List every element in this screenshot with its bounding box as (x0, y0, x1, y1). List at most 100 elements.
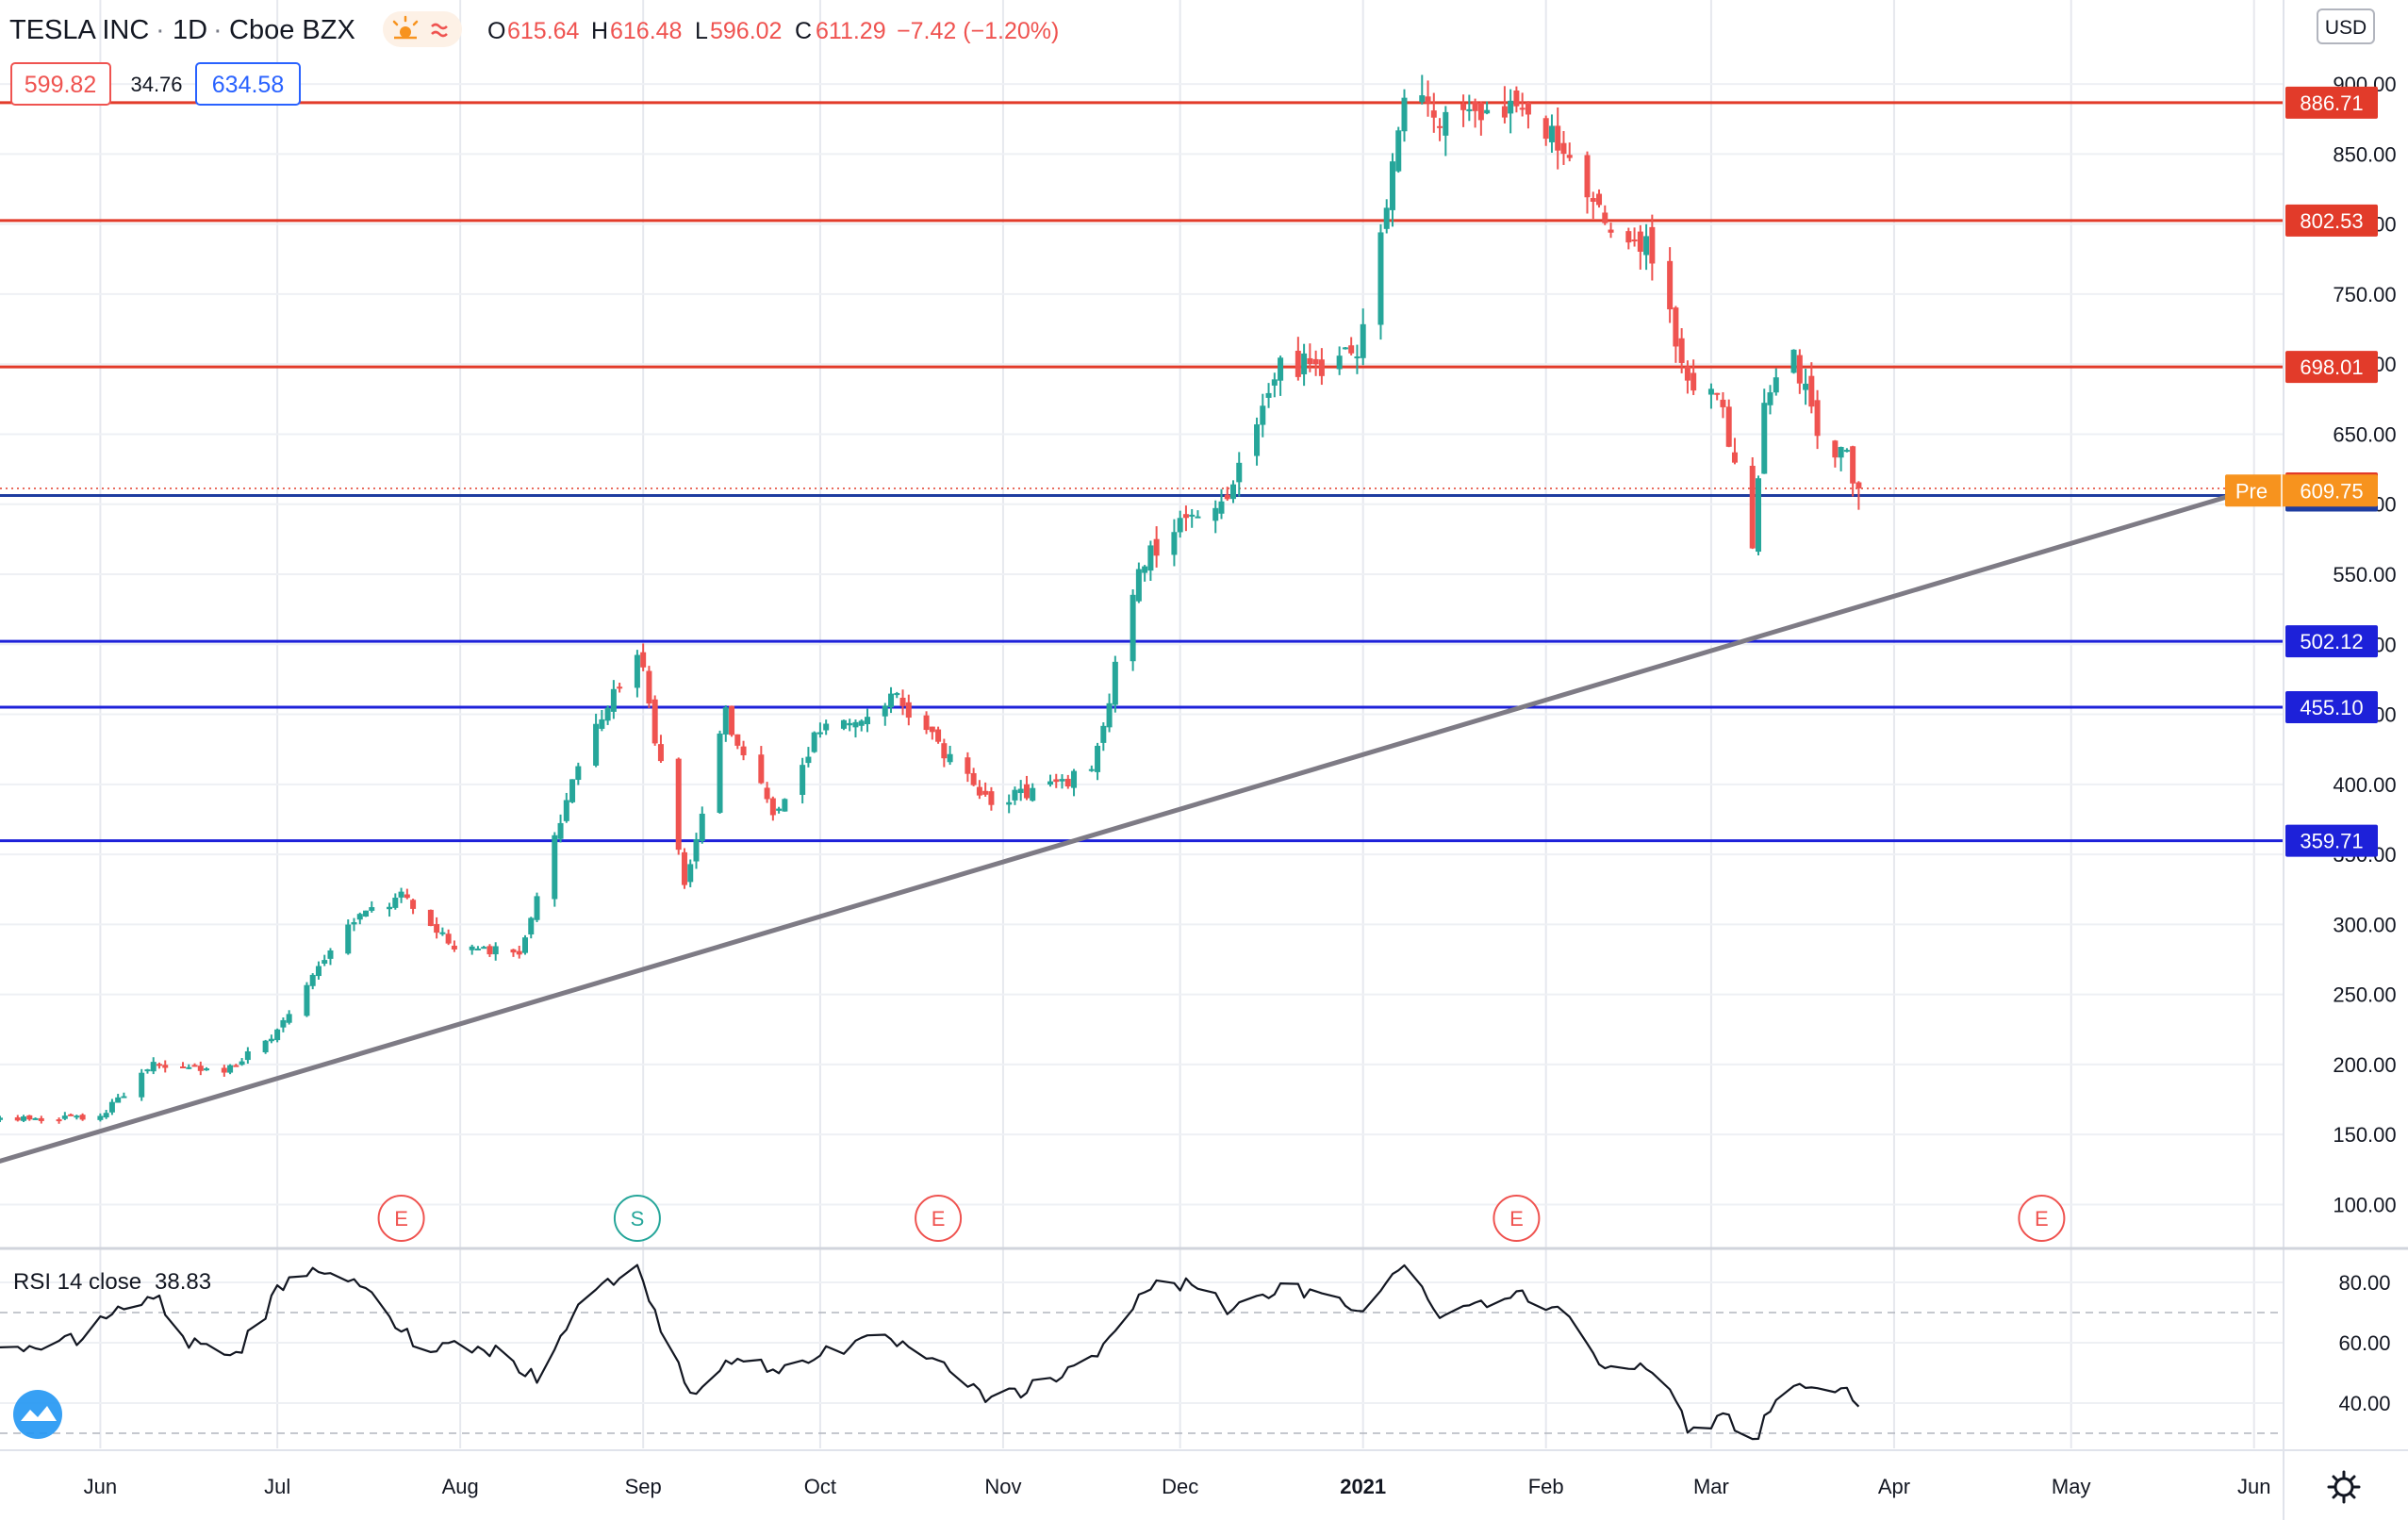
candle-body (108, 1101, 115, 1113)
candle (186, 1064, 192, 1069)
candle (487, 944, 493, 957)
candle-body (988, 791, 995, 805)
trendline-layer[interactable] (0, 487, 2251, 1164)
candle (864, 708, 870, 733)
candle (239, 1058, 245, 1066)
gear-icon[interactable] (2327, 1470, 2361, 1504)
trendline[interactable] (0, 487, 2251, 1164)
horizontal-levels[interactable] (0, 101, 2284, 843)
candle (651, 695, 658, 746)
candle-body (1301, 353, 1308, 374)
candle (1265, 383, 1272, 408)
candle-body (21, 1116, 27, 1121)
candle (1525, 101, 1531, 129)
candle (1602, 205, 1608, 225)
time-scale[interactable]: Jun Jul Aug Sep Oct Nov Dec 2021 Feb Mar Apr May Jun (84, 1475, 2271, 1498)
candle-body (1401, 97, 1408, 132)
session-icons[interactable] (383, 11, 462, 47)
candle-body (481, 947, 487, 950)
candle-body (864, 717, 870, 725)
candle (1377, 223, 1384, 340)
candle-body (1189, 514, 1196, 517)
time-tick-label: Jun (2237, 1475, 2270, 1498)
candle (782, 798, 788, 812)
time-tick-label: May (2052, 1475, 2091, 1498)
separator-dot: · (213, 15, 223, 45)
candle-body (1377, 232, 1384, 325)
price-tick-label: 750.00 (2333, 283, 2396, 306)
candle-body (534, 896, 540, 920)
candle (1678, 328, 1685, 373)
candle (988, 786, 995, 811)
candle (197, 1061, 204, 1076)
candle-body (322, 960, 328, 964)
bid-ask-legend[interactable]: 599.82 34.76 634.58 (10, 62, 301, 106)
level-tag-label: 802.53 (2300, 209, 2363, 233)
candle (427, 909, 434, 927)
candle-body (1466, 108, 1473, 111)
candle-body (1767, 392, 1773, 405)
currency-button[interactable] (2317, 8, 2375, 44)
candle (1064, 774, 1071, 789)
candle (769, 796, 776, 821)
candle-body (823, 723, 830, 731)
premarket-price: 609.75 (2300, 479, 2363, 503)
candle-body (156, 1064, 162, 1066)
rsi-value: 38.83 (155, 1269, 211, 1295)
candle (221, 1065, 227, 1077)
candle-body (734, 734, 741, 746)
candle-body (528, 917, 535, 934)
buy-button[interactable] (195, 62, 301, 106)
symbol-legend[interactable]: TESLA INC · 1D · Cboe BZX (9, 15, 355, 45)
candle (1608, 223, 1614, 239)
candle (74, 1115, 80, 1120)
candle-body (1756, 478, 1762, 553)
candle-body (852, 721, 859, 728)
candle-body (356, 914, 363, 920)
candle (322, 954, 328, 967)
candle (811, 731, 817, 753)
candle-body (233, 1065, 239, 1067)
candle-body (1236, 462, 1243, 483)
price-tick-label: 850.00 (2333, 142, 2396, 166)
candle-body (387, 906, 393, 910)
split-marker: S (613, 1195, 661, 1242)
tradingview-logo-icon[interactable] (13, 1390, 62, 1439)
candle (923, 711, 930, 735)
candle (675, 757, 682, 855)
candle-body (882, 705, 888, 717)
session-pill[interactable] (383, 11, 462, 47)
time-tick-label: Oct (804, 1475, 836, 1498)
candle (847, 719, 853, 732)
candle (1254, 417, 1261, 466)
candle (1278, 355, 1284, 396)
candle (657, 735, 664, 764)
candle (1756, 475, 1762, 556)
candle-body (434, 924, 440, 933)
candle-body (1135, 569, 1142, 602)
candle (610, 680, 617, 719)
candle-body (1814, 400, 1821, 437)
candle-body (769, 798, 776, 816)
sell-button[interactable] (10, 62, 111, 106)
candle (1182, 505, 1189, 532)
time-tick-label: Aug (442, 1475, 479, 1498)
candle (1855, 481, 1862, 510)
price-tick-label: 100.00 (2333, 1193, 2396, 1216)
candle (1637, 224, 1643, 270)
rsi-scale[interactable]: 40.00 60.00 80.00 (2338, 1271, 2390, 1415)
candle (56, 1117, 62, 1124)
candle-body (280, 1019, 287, 1028)
candle-body (858, 720, 865, 726)
candle-body (1460, 103, 1467, 110)
candle-body (717, 733, 723, 813)
candle (1383, 199, 1390, 234)
rsi-legend[interactable]: RSI 14 close 38.83 (13, 1269, 211, 1295)
candle-body (121, 1096, 127, 1099)
candle (1684, 360, 1691, 394)
candle (227, 1064, 234, 1075)
candle (1555, 107, 1561, 170)
candle (1095, 742, 1101, 781)
